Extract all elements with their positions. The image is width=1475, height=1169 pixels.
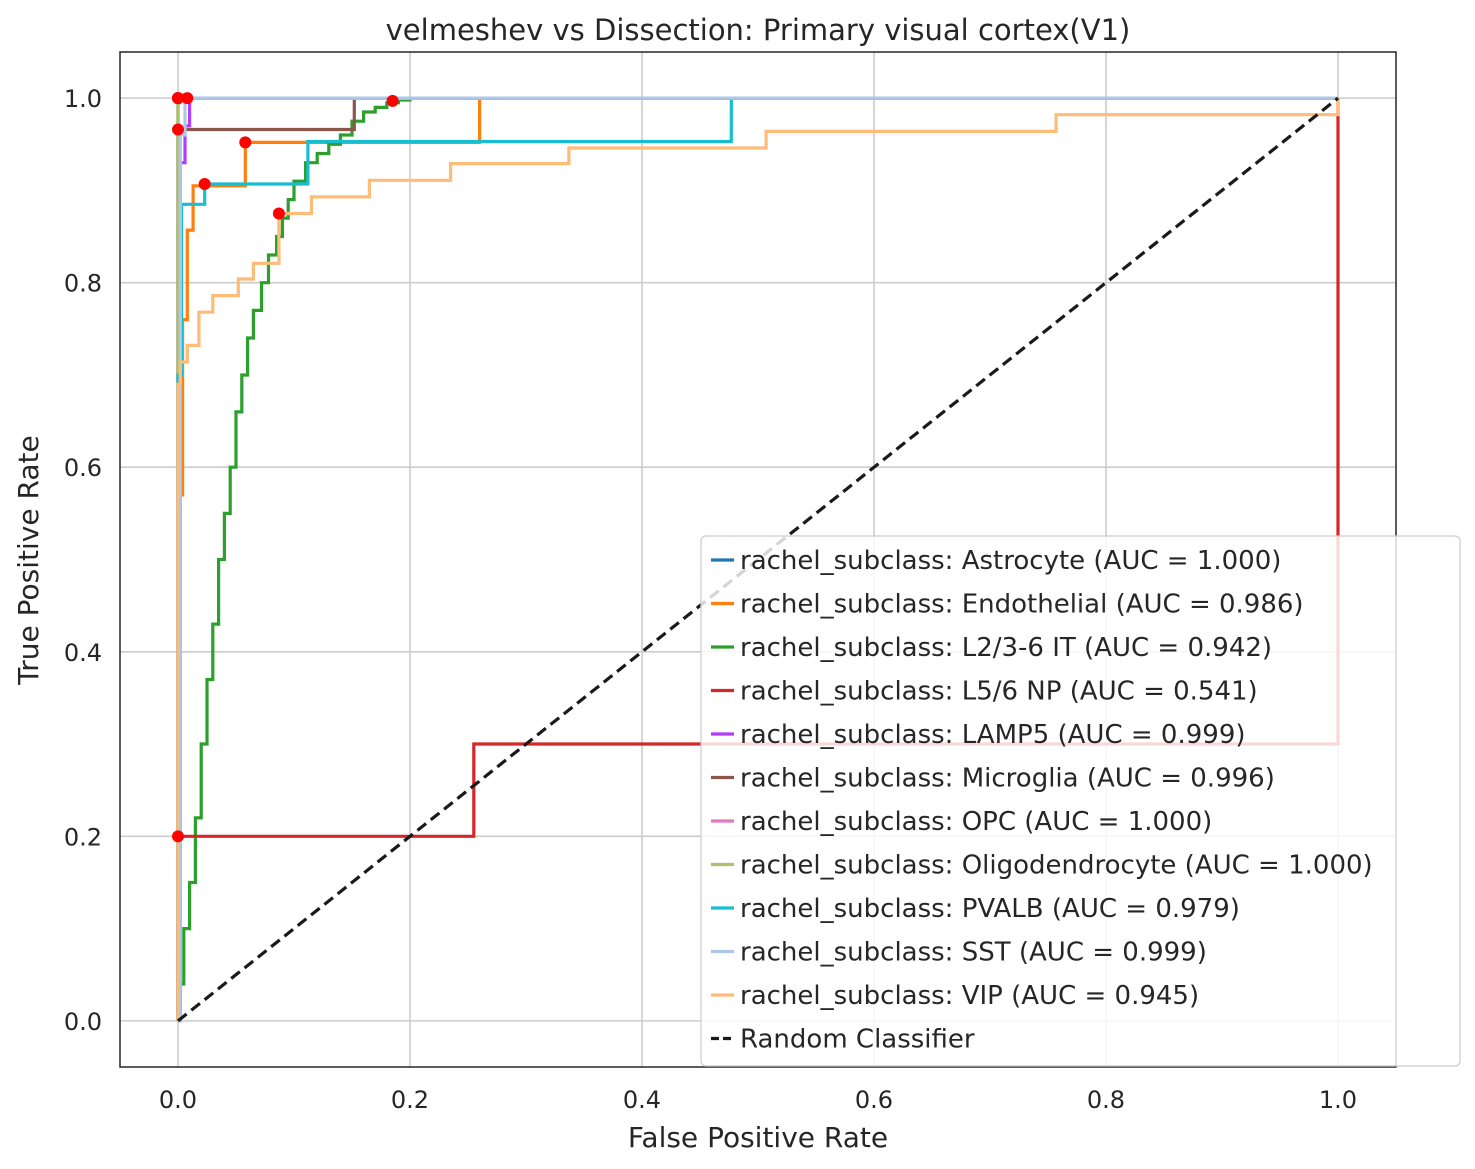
- legend-label: rachel_subclass: VIP (AUC = 0.945): [740, 981, 1199, 1011]
- legend-label: rachel_subclass: PVALB (AUC = 0.979): [740, 894, 1240, 924]
- legend-label: rachel_subclass: Oligodendrocyte (AUC = …: [740, 851, 1373, 881]
- x-tick-label: 0.8: [1087, 1086, 1125, 1114]
- y-tick-label: 1.0: [64, 85, 102, 113]
- chart-title: velmeshev vs Dissection: Primary visual …: [386, 13, 1131, 47]
- optimal-threshold-marker: [386, 94, 399, 107]
- legend-label: rachel_subclass: OPC (AUC = 1.000): [740, 807, 1212, 837]
- legend-label: rachel_subclass: Astrocyte (AUC = 1.000): [740, 546, 1281, 576]
- x-tick-label: 0.0: [159, 1086, 197, 1114]
- x-tick-label: 0.4: [623, 1086, 661, 1114]
- y-tick-label: 0.0: [64, 1008, 102, 1036]
- y-tick-label: 0.4: [64, 639, 102, 667]
- y-tick-label: 0.6: [64, 454, 102, 482]
- x-tick-label: 1.0: [1319, 1086, 1357, 1114]
- roc-curve-2: [178, 96, 1338, 1023]
- tick-labels: 0.0 0.2 0.4 0.6 0.8 1.0 0.0 0.2 0.4 0.6 0.8 1.0: [64, 85, 1357, 1114]
- legend: rachel_subclass: Astrocyte (AUC = 1.000)…: [700, 535, 1461, 1067]
- legend-label: Random Classifier: [740, 1025, 975, 1055]
- optimal-threshold-marker: [181, 92, 194, 105]
- legend-box: [700, 535, 1461, 1067]
- legend-label: rachel_subclass: Microglia (AUC = 0.996): [740, 764, 1275, 794]
- y-axis-label: True Positive Rate: [12, 435, 45, 685]
- legend-label: rachel_subclass: L2/3-6 IT (AUC = 0.942): [740, 633, 1272, 663]
- legend-label: rachel_subclass: Endothelial (AUC = 0.98…: [740, 590, 1304, 620]
- y-tick-label: 0.2: [64, 823, 102, 851]
- y-tick-label: 0.8: [64, 270, 102, 298]
- legend-label: rachel_subclass: L5/6 NP (AUC = 0.541): [740, 677, 1258, 707]
- roc-curve-10: [176, 98, 1340, 1021]
- optimal-threshold-marker: [172, 92, 184, 105]
- optimal-threshold-marker: [172, 830, 184, 843]
- x-tick-label: 0.2: [391, 1086, 429, 1114]
- legend-label: rachel_subclass: SST (AUC = 0.999): [740, 938, 1207, 968]
- optimal-threshold-marker: [198, 177, 211, 190]
- x-axis-label: False Positive Rate: [628, 1121, 888, 1154]
- legend-label: rachel_subclass: LAMP5 (AUC = 0.999): [740, 720, 1246, 750]
- x-tick-label: 0.6: [855, 1086, 893, 1114]
- optimal-threshold-marker: [272, 207, 285, 220]
- optimal-threshold-marker: [239, 136, 252, 149]
- optimal-threshold-marker: [172, 123, 184, 136]
